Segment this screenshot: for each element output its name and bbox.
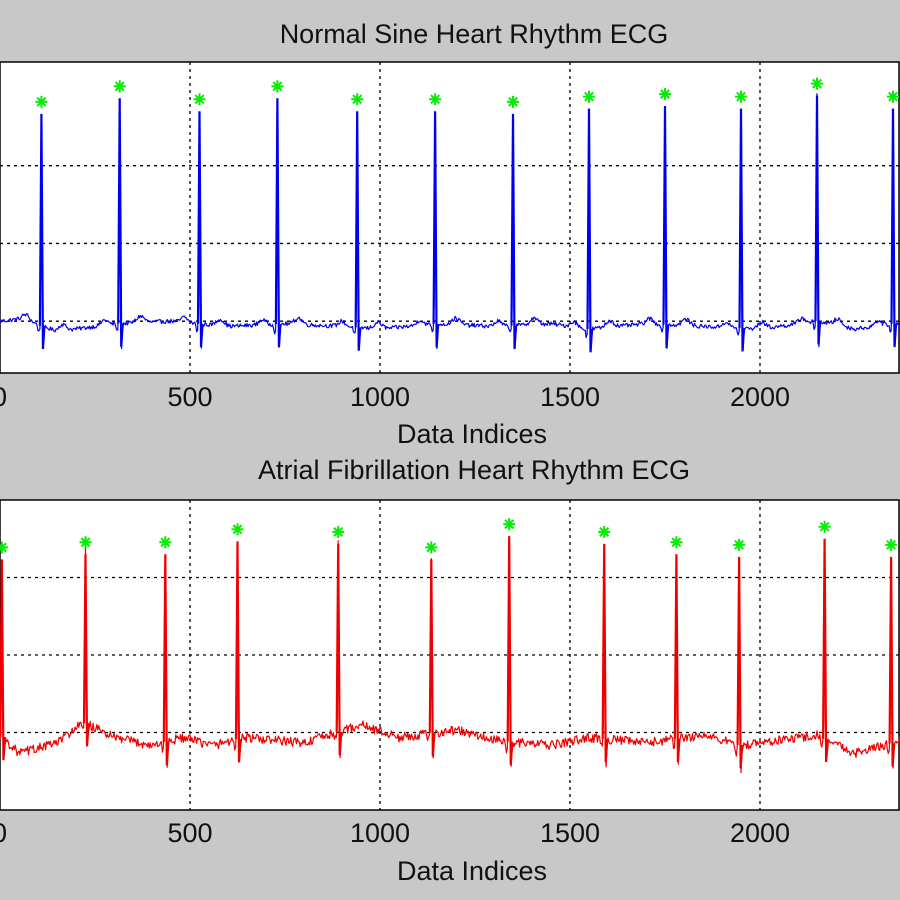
peak-marker [670, 536, 683, 549]
peak-marker [818, 520, 831, 533]
peak-marker [159, 536, 172, 549]
r-wave-spike [432, 111, 440, 348]
afib-rhythm-x-tick-labels: 0 500 1000 1500 2000 [0, 818, 790, 848]
r-wave-spike [662, 106, 670, 349]
peak-marker [507, 95, 519, 108]
r-wave-spike [428, 559, 436, 757]
r-wave-spike [821, 538, 829, 763]
r-wave-spike [335, 543, 343, 756]
afib-rhythm-grid [0, 500, 899, 810]
normal-rhythm-trace [0, 93, 900, 353]
x-tick-label: 2000 [730, 818, 790, 848]
peak-marker [231, 523, 244, 536]
peak-marker [583, 90, 595, 103]
peak-marker [811, 77, 823, 90]
r-wave-spike [274, 98, 282, 348]
normal-rhythm-subplot: Normal Sine Heart Rhythm ECG 0 500 1000 … [0, 19, 900, 449]
peak-marker [735, 90, 747, 103]
x-tick-label: 500 [167, 818, 212, 848]
afib-rhythm-x-axis-label: Data Indices [397, 856, 547, 886]
r-wave-spike [0, 559, 7, 761]
r-wave-spike [196, 111, 204, 348]
r-wave-spike [38, 113, 46, 350]
x-tick-label: 0 [0, 382, 7, 412]
r-wave-spike [890, 108, 898, 348]
r-wave-spike [814, 95, 822, 345]
peak-marker [193, 93, 206, 106]
peak-marker [0, 541, 8, 554]
r-wave-spike [673, 554, 681, 763]
peak-marker [113, 80, 126, 93]
normal-rhythm-peak-markers [35, 77, 899, 108]
r-wave-spike [117, 98, 124, 347]
peak-marker [885, 538, 898, 551]
ecg-series-line [0, 540, 900, 774]
r-wave-spike [601, 543, 609, 763]
r-wave-spike [888, 556, 896, 767]
peak-marker [332, 525, 345, 538]
peak-marker [887, 90, 899, 103]
x-tick-label: 2000 [730, 382, 790, 412]
peak-marker [429, 93, 442, 106]
r-wave-spike [736, 556, 744, 769]
x-tick-label: 0 [0, 818, 7, 848]
normal-rhythm-x-axis-label: Data Indices [397, 419, 547, 449]
peak-marker [659, 88, 671, 101]
r-wave-spike [506, 536, 514, 765]
normal-rhythm-x-tick-labels: 0 500 1000 1500 2000 [0, 382, 790, 412]
peak-marker [503, 518, 516, 531]
normal-rhythm-title: Normal Sine Heart Rhythm ECG [280, 19, 669, 49]
r-wave-spike [510, 113, 518, 349]
peak-marker [425, 541, 438, 554]
x-tick-label: 1500 [540, 818, 600, 848]
normal-rhythm-axes-area [0, 61, 900, 374]
ecg-series-line [0, 93, 900, 353]
peak-marker [271, 80, 284, 93]
afib-rhythm-subplot: Atrial Fibrillation Heart Rhythm ECG 0 5… [0, 455, 900, 886]
peak-marker [35, 95, 48, 108]
peak-marker [733, 538, 746, 551]
afib-rhythm-peak-markers [0, 518, 898, 554]
r-wave-spike [234, 541, 242, 763]
afib-rhythm-title: Atrial Fibrillation Heart Rhythm ECG [258, 455, 690, 485]
afib-rhythm-trace [0, 536, 900, 774]
r-wave-spike [586, 108, 594, 353]
peak-marker [351, 93, 364, 106]
r-wave-spike [82, 554, 90, 747]
peak-marker [598, 525, 611, 538]
r-wave-spike [162, 554, 170, 766]
peak-marker [79, 536, 92, 549]
x-tick-label: 1000 [350, 818, 410, 848]
r-wave-spike [738, 108, 746, 352]
x-tick-label: 500 [167, 382, 212, 412]
x-tick-label: 1000 [350, 382, 410, 412]
r-wave-spike [354, 111, 362, 351]
x-tick-label: 1500 [540, 382, 600, 412]
